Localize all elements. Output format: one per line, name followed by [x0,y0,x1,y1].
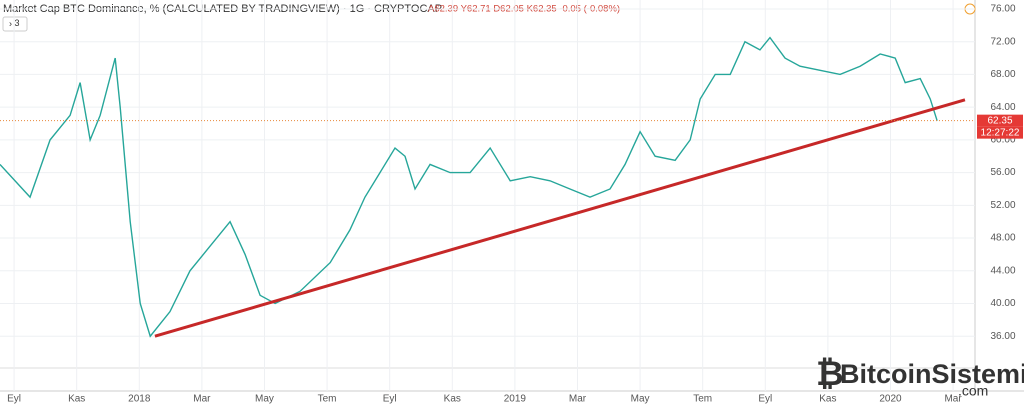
y-tick-label: 76.00 [990,4,1015,15]
y-tick-label: 36.00 [990,331,1015,342]
x-tick-label: Mar [944,394,962,405]
x-tick-label: 2019 [504,394,527,405]
watermark-suffix: .com [958,383,988,399]
x-tick-label: Kas [819,394,836,405]
x-tick-label: 2018 [128,394,151,405]
x-tick-label: Eyl [383,394,397,405]
x-tick-label: Eyl [7,394,21,405]
y-tick-label: 44.00 [990,265,1015,276]
countdown-tag [977,126,1023,139]
x-tick-label: 2020 [879,394,902,405]
y-tick-label: 68.00 [990,69,1015,80]
last-price-tag [977,114,1023,127]
y-tick-label: 48.00 [990,233,1015,244]
x-tick-label: Mar [193,394,211,405]
price-line [0,36,938,338]
x-tick-label: Eyl [758,394,772,405]
last-price-label: 62.35 [987,115,1012,126]
watermark-logo: ₿ [816,355,844,393]
watermark: BitcoinSistemi [840,359,1024,389]
x-tick-label: Tem [693,394,712,405]
y-tick-label: 52.00 [990,200,1015,211]
y-tick-label: 64.00 [990,102,1015,113]
x-tick-label: Kas [68,394,85,405]
y-tick-label: 72.00 [990,36,1015,47]
y-tick-label: 60.00 [990,135,1015,146]
x-tick-label: Kas [444,394,461,405]
indicator-toggle[interactable] [2,16,28,32]
y-tick-label: 40.00 [990,298,1015,309]
x-tick-label: May [631,394,650,405]
x-tick-label: Tem [318,394,337,405]
y-tick-label: 56.00 [990,167,1015,178]
indicator-count-value: 3 [15,18,20,28]
trendline [154,98,966,338]
countdown-label: 12:27:22 [981,127,1020,138]
x-tick-label: Mar [569,394,587,405]
x-tick-label: May [255,394,274,405]
